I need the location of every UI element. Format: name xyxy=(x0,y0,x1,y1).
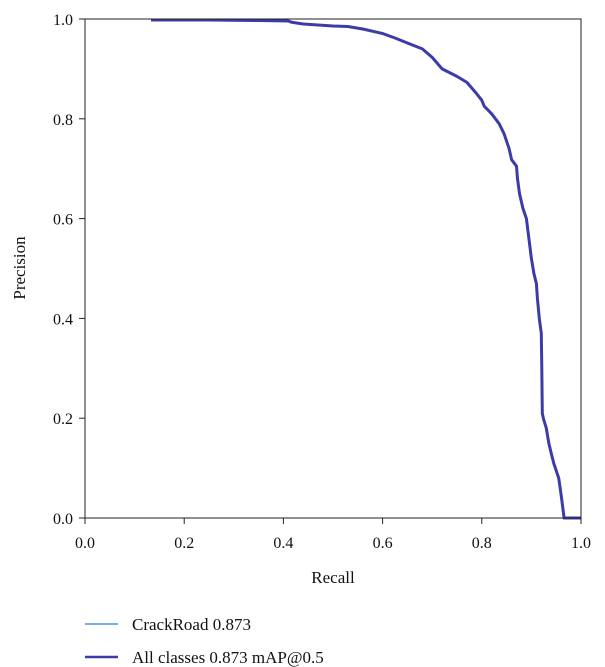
legend-label: All classes 0.873 mAP@0.5 xyxy=(132,648,324,667)
x-tick-label: 0.4 xyxy=(273,535,293,552)
x-tick-label: 0.0 xyxy=(75,535,95,552)
y-tick-label: 0.8 xyxy=(53,112,73,129)
y-tick-label: 0.0 xyxy=(53,511,73,528)
x-tick-label: 0.6 xyxy=(373,535,393,552)
x-axis-title: Recall xyxy=(311,568,355,587)
legend-label: CrackRoad 0.873 xyxy=(132,615,251,634)
x-tick-label: 1.0 xyxy=(571,535,591,552)
series-line-crackroad xyxy=(151,19,581,519)
x-tick-label: 0.8 xyxy=(472,535,492,552)
series-line-all-classes xyxy=(151,18,581,520)
x-axis-ticks: 0.0 0.2 0.4 0.6 0.8 1.0 xyxy=(75,518,591,552)
y-tick-label: 0.4 xyxy=(53,311,73,328)
x-tick-label: 0.2 xyxy=(174,535,194,552)
y-tick-label: 0.2 xyxy=(53,411,73,428)
y-axis-ticks: 0.0 0.2 0.4 0.6 0.8 1.0 xyxy=(53,12,85,528)
y-tick-label: 1.0 xyxy=(53,12,73,29)
y-tick-label: 0.6 xyxy=(53,212,73,229)
legend: CrackRoad 0.873 All classes 0.873 mAP@0.5 xyxy=(85,615,324,667)
plot-frame xyxy=(84,18,582,519)
y-axis-title: Precision xyxy=(10,236,29,300)
plot-lines xyxy=(151,18,581,520)
